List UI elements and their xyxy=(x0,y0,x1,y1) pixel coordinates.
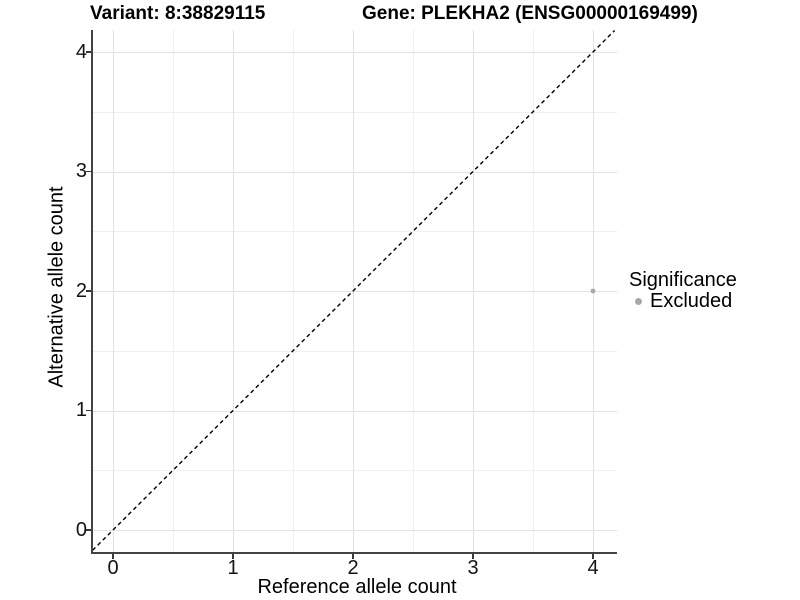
major-gridline-y xyxy=(93,291,617,292)
x-tick-mark xyxy=(352,554,354,559)
legend-title: Significance xyxy=(629,269,737,291)
minor-gridline-y xyxy=(93,350,617,352)
y-tick-mark xyxy=(85,51,92,53)
minor-gridline-y xyxy=(93,470,617,472)
y-tick-mark xyxy=(85,170,92,173)
y-tick-label: 0 xyxy=(75,518,87,541)
y-tick-mark xyxy=(85,409,92,412)
x-tick-label: 0 xyxy=(107,557,119,579)
y-tick-mark xyxy=(85,529,92,531)
major-gridline-y xyxy=(93,52,617,53)
x-axis-title: Reference allele count xyxy=(257,576,457,598)
legend-item-label: Excluded xyxy=(650,290,733,312)
plot-layer xyxy=(93,30,616,551)
legend-item: Excluded xyxy=(629,291,737,312)
x-axis-line xyxy=(91,552,618,554)
plot-panel xyxy=(93,30,617,552)
x-tick-label: 4 xyxy=(587,557,599,579)
x-tick-mark xyxy=(592,554,594,559)
x-tick-mark xyxy=(112,554,114,559)
y-tick-label: 4 xyxy=(75,40,87,63)
y-axis-line xyxy=(91,30,94,554)
major-gridline-y xyxy=(93,171,617,173)
x-tick-label: 1 xyxy=(227,557,239,579)
x-tick-mark xyxy=(232,554,234,559)
major-gridline-y xyxy=(93,410,617,412)
data-point xyxy=(590,288,596,294)
minor-gridline-y xyxy=(93,111,617,113)
x-tick-label: 2 xyxy=(347,557,359,579)
y-tick-label: 2 xyxy=(75,279,87,302)
minor-gridline-y xyxy=(93,231,617,233)
major-gridline-y xyxy=(93,530,617,531)
gene-title: Gene: PLEKHA2 (ENSG00000169499) xyxy=(362,3,698,24)
y-tick-label: 1 xyxy=(75,399,87,421)
variant-title: Variant: 8:38829115 xyxy=(90,3,266,24)
x-tick-label: 3 xyxy=(467,557,479,579)
identity-dashed-line xyxy=(93,30,616,551)
legend: Significance Excluded xyxy=(629,269,737,312)
x-tick-mark xyxy=(472,554,474,559)
legend-point-swatch xyxy=(635,298,642,305)
y-tick-label: 3 xyxy=(75,160,87,182)
y-tick-mark xyxy=(85,290,92,292)
